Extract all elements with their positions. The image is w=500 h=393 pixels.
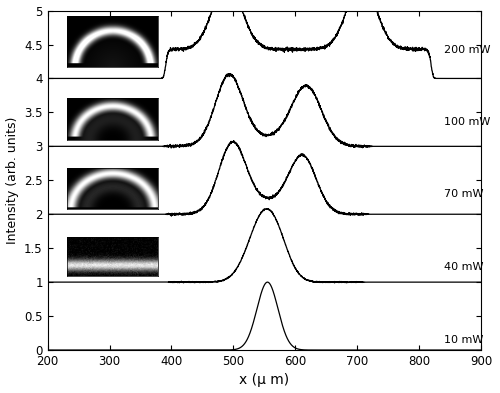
Text: 100 mW: 100 mW	[444, 118, 490, 127]
Text: 200 mW: 200 mW	[444, 45, 490, 55]
Y-axis label: Intensity (arb. units): Intensity (arb. units)	[6, 117, 18, 244]
Text: 10 mW: 10 mW	[444, 334, 484, 345]
X-axis label: x (μ m): x (μ m)	[240, 373, 290, 387]
Text: 40 mW: 40 mW	[444, 262, 484, 272]
Text: 70 mW: 70 mW	[444, 189, 484, 199]
